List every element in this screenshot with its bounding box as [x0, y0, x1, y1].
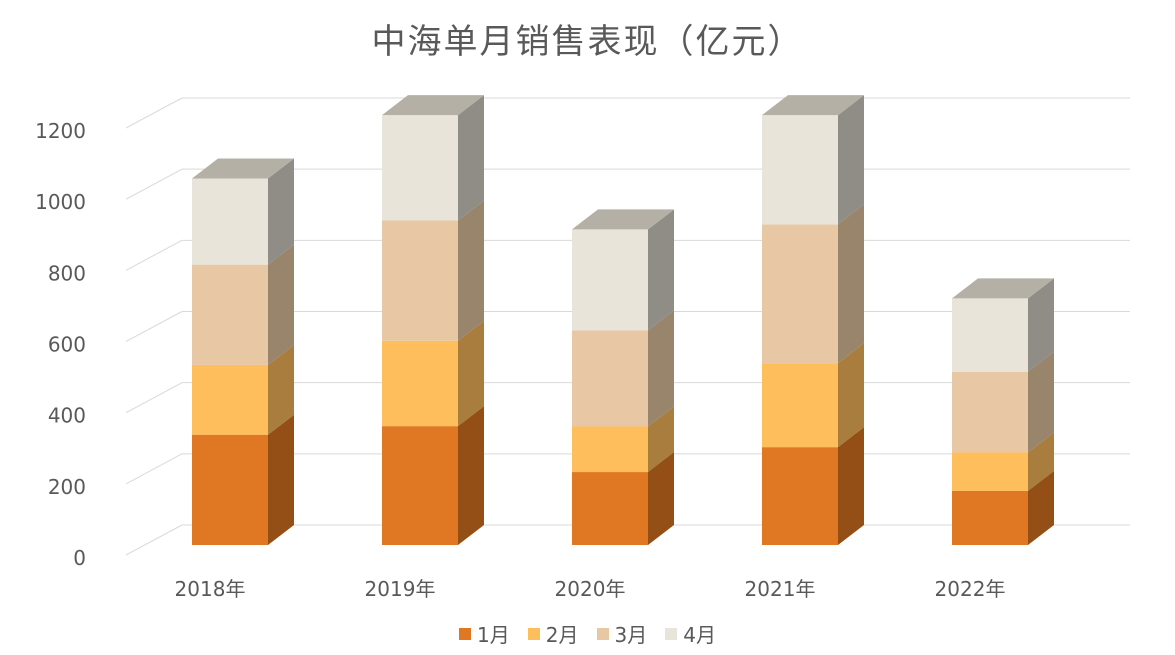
bar-top: [382, 95, 484, 116]
bar-front: [382, 220, 458, 341]
bar-side: [458, 200, 484, 341]
gridline-depth: [125, 168, 183, 200]
bar-front: [192, 178, 268, 265]
axis-layer: 0 200 400 600 800 1000 1200: [35, 119, 86, 570]
bar-front: [952, 298, 1028, 372]
bar-front: [762, 224, 838, 364]
bar-side: [838, 95, 864, 225]
bar-front: [952, 452, 1028, 491]
bar-side: [648, 406, 674, 473]
bar-front: [192, 264, 268, 365]
legend-item: 4月: [665, 619, 716, 648]
label-layer: 2018年 2019年 2020年 2021年 2022年: [175, 577, 1006, 601]
legend-item: 3月: [596, 619, 648, 648]
bar-front: [382, 426, 458, 545]
bar-front: [762, 115, 838, 225]
bar-front: [572, 330, 648, 427]
bar-side: [838, 427, 864, 545]
chart-title: 中海单月销售表现（亿元）: [371, 22, 804, 62]
bar-top: [572, 209, 674, 230]
y-tick-label: 400: [48, 404, 86, 428]
x-category-label: 2018年: [175, 577, 246, 601]
bar-front: [192, 434, 268, 545]
x-category-label: 2020年: [555, 577, 626, 601]
bar-side: [1028, 351, 1054, 453]
gridline-depth: [125, 239, 183, 271]
bar-front: [572, 426, 648, 473]
bar-front: [762, 363, 838, 448]
bar-front: [952, 371, 1028, 453]
gridline-depth: [125, 453, 183, 485]
bar-top: [762, 95, 864, 116]
x-category-label: 2019年: [365, 577, 436, 601]
bar-side: [268, 414, 294, 545]
bar-front: [572, 229, 648, 331]
bar-top: [192, 158, 294, 179]
bar-side: [1028, 470, 1054, 545]
legend-label: 2月: [545, 623, 579, 647]
bar-side: [458, 320, 484, 427]
legend-item: 2月: [527, 619, 579, 648]
bar-side: [838, 204, 864, 364]
y-tick-label: 600: [48, 333, 86, 357]
gridline-depth: [125, 382, 183, 414]
y-tick-label: 1000: [35, 190, 86, 214]
y-tick-label: 800: [48, 261, 86, 285]
bar-front: [762, 447, 838, 545]
legend-label: 3月: [614, 623, 648, 647]
x-category-label: 2021年: [745, 577, 816, 601]
y-tick-label: 1200: [35, 119, 86, 143]
legend-item: 1月: [459, 619, 510, 648]
bar-side: [458, 406, 484, 545]
legend-swatch: [527, 627, 540, 640]
bar-side: [838, 343, 864, 448]
legend-swatch: [596, 627, 609, 640]
bar-side: [268, 344, 294, 435]
bar-side: [648, 209, 674, 331]
legend-label: 1月: [477, 623, 510, 647]
bar-side: [458, 95, 484, 221]
bar-front: [192, 364, 268, 435]
legend-label: 4月: [683, 623, 716, 647]
y-tick-label: 0: [73, 546, 86, 570]
x-category-label: 2022年: [935, 577, 1006, 601]
bar-side: [1028, 278, 1054, 372]
gridline-depth: [125, 97, 183, 129]
bar-side: [268, 244, 294, 365]
y-tick-label: 200: [48, 475, 86, 499]
gridline-depth: [125, 524, 183, 556]
bar-side: [1028, 432, 1054, 491]
legend-swatch: [665, 627, 678, 640]
bar-front: [572, 472, 648, 545]
bar-layer: [192, 95, 1054, 545]
legend: 1月 2月 3月 4月: [0, 619, 1175, 648]
bar-side: [268, 158, 294, 265]
bar-front: [952, 490, 1028, 545]
bar-top: [952, 278, 1054, 299]
bar-front: [382, 115, 458, 221]
gridline-depth: [125, 311, 183, 342]
bar-side: [648, 310, 674, 427]
bar-front: [382, 340, 458, 427]
bar-side: [648, 452, 674, 545]
legend-swatch: [459, 627, 472, 640]
